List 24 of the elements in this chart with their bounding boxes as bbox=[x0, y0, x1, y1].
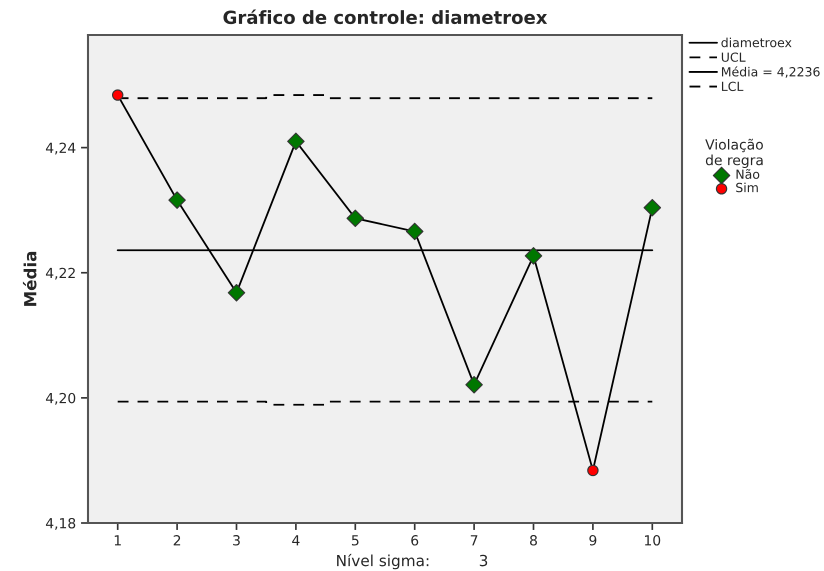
legend-label: LCL bbox=[722, 82, 744, 92]
x-tick-label: 3 bbox=[233, 535, 240, 546]
y-axis-title: Média bbox=[22, 252, 36, 306]
x-tick-label: 7 bbox=[470, 535, 478, 546]
y-tick-label: 4,20 bbox=[46, 392, 76, 405]
x-tick-label: 6 bbox=[411, 535, 418, 546]
legend-label: diametroex bbox=[721, 38, 792, 48]
y-tick-label: 4,22 bbox=[46, 268, 75, 280]
x-tick-label: 5 bbox=[352, 535, 359, 546]
y-tick-label: 4,24 bbox=[46, 142, 76, 155]
x-tick-label: 1 bbox=[114, 535, 121, 546]
text: Nível sigma: 3 bbox=[337, 554, 488, 570]
legend-label: Não bbox=[736, 169, 760, 179]
x-tick-label: 9 bbox=[589, 535, 596, 546]
legend-title: Violação de regra bbox=[705, 138, 763, 168]
legend-label: UCL bbox=[722, 52, 746, 62]
legend-label: Média = 4,2236 bbox=[722, 66, 820, 78]
x-tick-label: 2 bbox=[174, 535, 180, 546]
chart-title: Gráfico de controle: diametroex bbox=[223, 9, 548, 24]
x-tick-label: 8 bbox=[530, 535, 537, 546]
x-tick-label: 10 bbox=[644, 535, 660, 546]
y-tick-label: 4,18 bbox=[46, 518, 76, 530]
x-tick-label: 4 bbox=[292, 535, 300, 546]
legend-label: Sim bbox=[736, 182, 758, 192]
